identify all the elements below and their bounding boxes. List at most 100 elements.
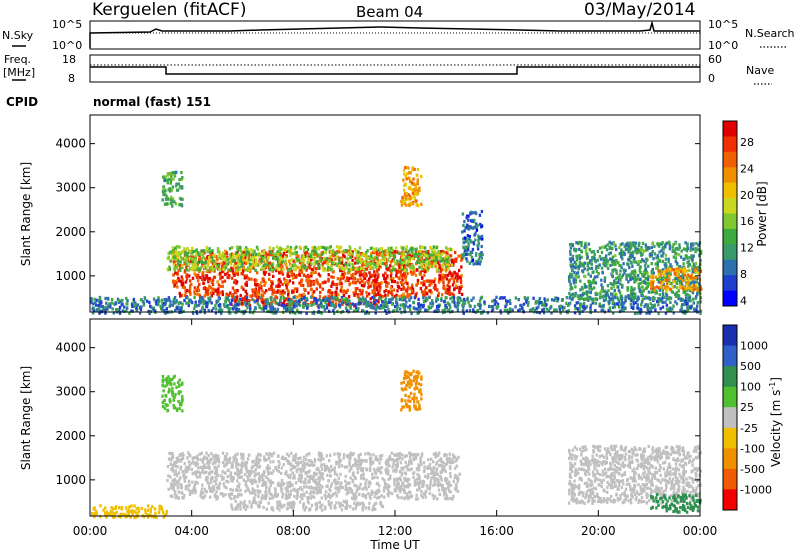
data-cell <box>295 274 298 278</box>
data-cell <box>294 481 298 485</box>
data-cell <box>495 305 498 309</box>
data-cell <box>351 302 355 306</box>
data-cell <box>629 244 633 248</box>
data-cell <box>260 293 263 297</box>
data-cell <box>223 261 226 265</box>
data-cell <box>316 246 320 251</box>
data-cell <box>350 276 354 280</box>
data-cell <box>242 254 245 258</box>
data-cell <box>645 248 648 252</box>
data-cell <box>449 472 452 476</box>
data-cell <box>580 241 583 245</box>
data-cell <box>695 309 698 313</box>
data-cell <box>318 295 322 299</box>
data-cell <box>175 257 179 261</box>
data-cell <box>283 248 286 252</box>
data-cell <box>686 302 689 306</box>
data-cell <box>354 305 358 309</box>
data-cell <box>406 292 409 297</box>
data-cell <box>410 311 413 316</box>
data-cell <box>310 274 313 278</box>
data-cell <box>653 286 656 290</box>
data-cell <box>465 239 469 243</box>
data-cell <box>694 295 698 299</box>
data-cell <box>231 276 234 280</box>
data-cell <box>318 303 321 307</box>
data-cell <box>430 282 433 286</box>
data-cell <box>253 256 256 260</box>
data-cell <box>447 261 451 265</box>
data-cell <box>199 266 202 270</box>
data-cell <box>348 245 351 249</box>
data-cell <box>237 303 240 307</box>
data-cell <box>409 171 412 175</box>
data-cell <box>428 491 431 495</box>
data-cell <box>527 300 530 305</box>
data-cell <box>412 266 415 270</box>
data-cell <box>667 260 670 264</box>
data-cell <box>175 299 178 303</box>
data-cell <box>282 267 285 272</box>
data-cell <box>376 264 379 268</box>
data-cell <box>696 290 699 294</box>
data-cell <box>405 247 408 252</box>
data-cell <box>631 242 635 246</box>
data-cell <box>338 305 342 309</box>
data-cell <box>307 257 310 261</box>
data-cell <box>317 305 320 309</box>
data-cell <box>180 282 184 286</box>
data-cell <box>392 288 396 292</box>
data-cell <box>309 295 313 299</box>
data-cell <box>621 285 624 289</box>
data-cell <box>381 253 384 257</box>
data-cell <box>337 250 341 254</box>
data-cell <box>174 308 177 313</box>
data-cell <box>171 469 175 473</box>
data-cell <box>206 291 209 295</box>
data-cell <box>181 264 184 268</box>
nsky-tick-low: 10^0 <box>52 39 82 52</box>
data-cell <box>260 298 263 302</box>
data-cell <box>684 247 687 252</box>
data-cell <box>470 298 473 302</box>
data-cell <box>167 202 170 206</box>
data-cell <box>174 266 177 270</box>
data-cell <box>261 293 265 297</box>
data-cell <box>238 268 242 272</box>
data-cell <box>210 286 213 290</box>
data-cell <box>173 280 176 284</box>
data-cell <box>584 274 587 279</box>
data-cell <box>434 255 438 260</box>
data-cell <box>179 185 182 189</box>
data-cell <box>606 262 609 266</box>
data-cell <box>372 306 375 310</box>
data-cell <box>164 300 168 304</box>
data-cell <box>221 292 224 297</box>
data-cell <box>664 269 668 273</box>
data-cell <box>353 277 357 281</box>
data-cell <box>271 280 274 284</box>
data-cell <box>168 187 171 191</box>
data-cell <box>585 252 589 256</box>
data-cell <box>361 288 364 293</box>
data-cell <box>189 255 192 259</box>
data-cell <box>446 247 449 251</box>
data-cell <box>376 299 380 303</box>
data-cell <box>363 260 367 264</box>
data-cell <box>663 243 667 247</box>
data-cell <box>338 260 341 265</box>
data-cell <box>366 249 369 253</box>
data-cell <box>167 457 171 461</box>
data-cell <box>671 249 674 254</box>
data-cell <box>480 244 483 249</box>
data-cell <box>631 264 634 268</box>
data-cell <box>404 166 407 170</box>
data-cell <box>321 287 325 291</box>
data-cell <box>468 308 472 313</box>
data-cell <box>328 266 332 270</box>
data-cell <box>686 256 689 260</box>
data-cell <box>574 278 578 282</box>
data-cell <box>410 181 414 185</box>
data-cell <box>415 199 418 203</box>
data-cell <box>166 298 169 302</box>
